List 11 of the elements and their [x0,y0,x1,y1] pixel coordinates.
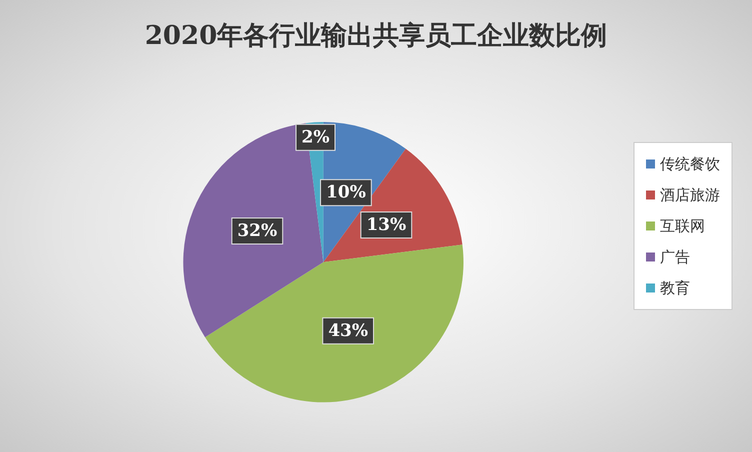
legend-label: 教育 [660,279,690,297]
chart-title: 2020年各行业输出共享员工企业数比例 [144,21,608,51]
data-label: 32% [237,221,278,242]
data-label: 13% [366,214,406,235]
legend-label: 互联网 [660,217,705,235]
legend-label: 传统餐饮 [660,155,720,173]
legend-label: 酒店旅游 [660,186,720,204]
data-label: 43% [328,320,368,341]
legend-label: 广告 [660,248,690,266]
data-label: 2% [302,127,330,148]
data-label: 10% [326,182,366,203]
